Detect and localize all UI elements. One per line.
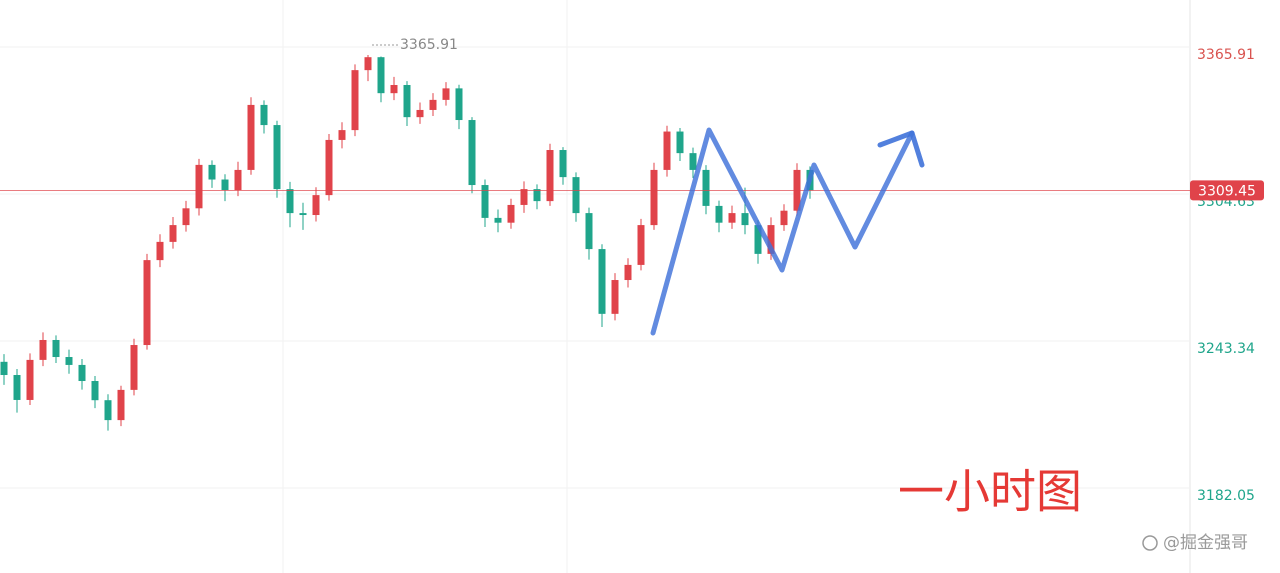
candle-body (481, 185, 489, 218)
candle-body (0, 361, 8, 376)
candle-body (13, 375, 21, 400)
candle-body (442, 88, 450, 100)
candle-body (221, 179, 229, 191)
candle-body (351, 70, 359, 131)
candle-body (767, 225, 775, 254)
candle-body (546, 150, 554, 202)
watermark-icon (1142, 535, 1158, 551)
candle-body (650, 169, 658, 226)
candle-body (208, 164, 216, 180)
candle-body (260, 104, 268, 126)
candle-body (195, 164, 203, 209)
candle-body (377, 57, 385, 94)
candle-body (663, 131, 671, 170)
candle-body (78, 364, 86, 382)
candle-body (65, 357, 73, 365)
candle-body (624, 264, 632, 281)
candle-body (143, 260, 151, 346)
drawn-zigzag (650, 127, 915, 336)
candle-body (780, 210, 788, 226)
candle-body (533, 189, 541, 202)
last-price-box (1190, 180, 1264, 201)
candle-body (312, 195, 320, 216)
y-tick-label: 3243.34 (1197, 341, 1255, 357)
candle-body (364, 57, 372, 71)
candle-body (52, 339, 60, 358)
candle-body (455, 88, 463, 121)
candle-body (689, 153, 697, 170)
candle-body (234, 169, 242, 191)
candle-body (572, 177, 580, 214)
candle-body (286, 189, 294, 214)
candle-body (494, 217, 502, 223)
candle-body (130, 345, 138, 390)
last-price-label: 3309.45 (1198, 183, 1256, 199)
candle-body (182, 208, 190, 226)
candle-body (91, 381, 99, 401)
candle-body (299, 213, 307, 216)
candle-body (416, 109, 424, 118)
candle-body (26, 359, 34, 400)
candle-body (247, 104, 255, 170)
candle-body (390, 85, 398, 94)
candle-body (156, 241, 164, 261)
annotation: 一小时图 (898, 465, 1082, 519)
candle-body (741, 213, 749, 226)
candle-body (403, 85, 411, 118)
candle-body (520, 189, 528, 205)
candle-body (338, 130, 346, 140)
candle-body (325, 139, 333, 196)
y-tick-label: 3182.05 (1197, 488, 1255, 504)
watermark: @掘金强哥 (1163, 533, 1248, 553)
candle-body (429, 99, 437, 110)
candle-body (676, 131, 684, 154)
candle-body (611, 280, 619, 314)
candle-body (585, 213, 593, 250)
candle-body (598, 249, 606, 314)
max-label: 3365.91 (400, 37, 458, 53)
candle-body (507, 204, 515, 223)
candle-body (728, 213, 736, 223)
candle-body (117, 389, 125, 421)
candle-body (104, 400, 112, 421)
plot: 3365.913304.633243.343182.053365.913309.… (0, 37, 1264, 504)
candle-body (637, 225, 645, 265)
candle-body (559, 150, 567, 178)
candle-body (702, 169, 710, 206)
candle-body (468, 120, 476, 186)
y-tick-label: 3365.91 (1197, 47, 1255, 63)
candle-body (169, 225, 177, 242)
candle-body (273, 125, 281, 190)
drawn-arrowhead (877, 130, 925, 168)
candle-body (754, 225, 762, 254)
candle-body (39, 339, 47, 360)
candle-body (715, 205, 723, 223)
